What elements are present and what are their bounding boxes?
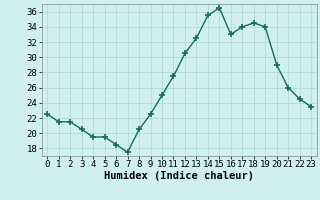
- X-axis label: Humidex (Indice chaleur): Humidex (Indice chaleur): [104, 171, 254, 181]
